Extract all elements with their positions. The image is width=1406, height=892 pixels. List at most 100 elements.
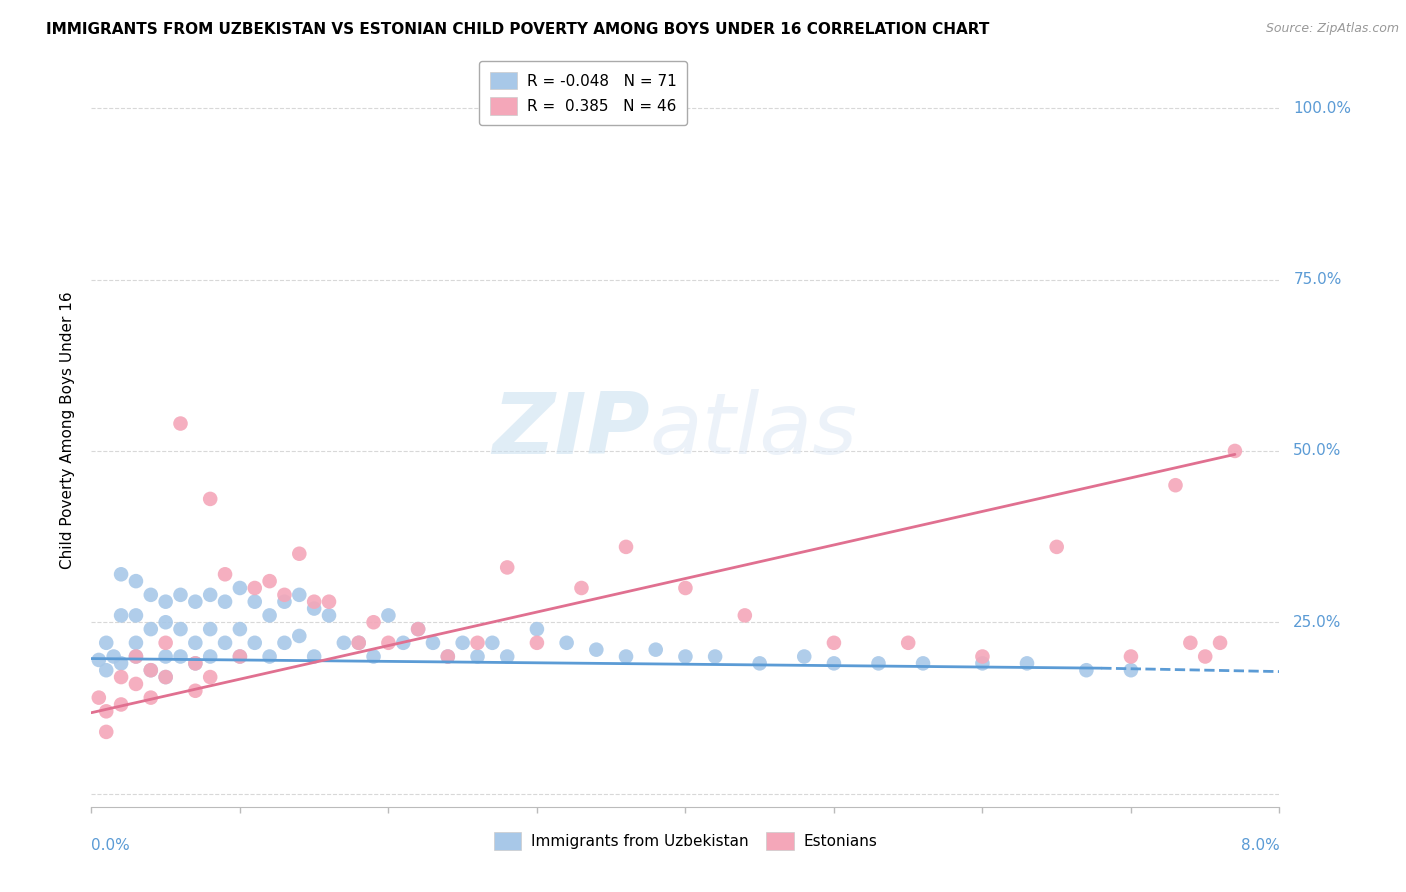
Point <box>259 608 281 623</box>
Point <box>184 595 207 609</box>
Point <box>96 724 118 739</box>
Point <box>243 636 266 650</box>
Point <box>614 540 637 554</box>
Point <box>496 560 519 574</box>
Point <box>273 595 295 609</box>
Point <box>87 653 110 667</box>
Point <box>748 657 770 671</box>
Point <box>200 670 222 684</box>
Text: 0.0%: 0.0% <box>91 838 131 853</box>
Point <box>214 595 236 609</box>
Point <box>155 595 177 609</box>
Point <box>184 657 207 671</box>
Point <box>155 649 177 664</box>
Text: IMMIGRANTS FROM UZBEKISTAN VS ESTONIAN CHILD POVERTY AMONG BOYS UNDER 16 CORRELA: IMMIGRANTS FROM UZBEKISTAN VS ESTONIAN C… <box>46 22 990 37</box>
Point <box>110 567 132 582</box>
Point <box>155 670 177 684</box>
Point <box>125 649 148 664</box>
Point <box>110 657 132 671</box>
Point <box>1119 649 1142 664</box>
Point <box>200 622 222 636</box>
Point <box>363 649 385 664</box>
Point <box>125 608 148 623</box>
Point <box>125 649 148 664</box>
Point <box>155 615 177 630</box>
Point <box>169 649 191 664</box>
Point <box>229 581 252 595</box>
Point <box>139 622 162 636</box>
Text: 75.0%: 75.0% <box>1294 272 1341 287</box>
Text: 100.0%: 100.0% <box>1294 101 1351 116</box>
Point <box>243 581 266 595</box>
Point <box>911 657 934 671</box>
Text: ZIP: ZIP <box>492 389 650 472</box>
Point <box>318 608 340 623</box>
Point <box>139 690 162 705</box>
Point <box>125 636 148 650</box>
Point <box>673 649 696 664</box>
Point <box>139 663 162 677</box>
Y-axis label: Child Poverty Among Boys Under 16: Child Poverty Among Boys Under 16 <box>60 292 76 569</box>
Text: 8.0%: 8.0% <box>1240 838 1279 853</box>
Point <box>273 588 295 602</box>
Point <box>481 636 503 650</box>
Point <box>200 491 222 506</box>
Point <box>288 547 311 561</box>
Point <box>823 636 845 650</box>
Legend: Immigrants from Uzbekistan, Estonians: Immigrants from Uzbekistan, Estonians <box>488 826 883 856</box>
Text: Source: ZipAtlas.com: Source: ZipAtlas.com <box>1265 22 1399 36</box>
Point <box>377 636 399 650</box>
Point <box>823 657 845 671</box>
Point <box>214 636 236 650</box>
Point <box>110 670 132 684</box>
Point <box>1076 663 1098 677</box>
Point <box>155 670 177 684</box>
Point <box>184 657 207 671</box>
Point <box>125 677 148 691</box>
Point <box>451 636 474 650</box>
Point <box>259 649 281 664</box>
Point <box>406 622 429 636</box>
Point <box>169 622 191 636</box>
Point <box>103 649 125 664</box>
Point <box>110 608 132 623</box>
Point <box>155 636 177 650</box>
Point <box>288 588 311 602</box>
Point <box>96 663 118 677</box>
Point <box>734 608 756 623</box>
Point <box>273 636 295 650</box>
Point <box>363 615 385 630</box>
Point <box>125 574 148 589</box>
Point <box>1194 649 1216 664</box>
Point <box>436 649 458 664</box>
Point <box>972 657 994 671</box>
Point <box>200 649 222 664</box>
Point <box>392 636 415 650</box>
Point <box>496 649 519 664</box>
Point <box>347 636 370 650</box>
Point <box>436 649 458 664</box>
Point <box>526 636 548 650</box>
Point <box>467 649 489 664</box>
Point <box>139 663 162 677</box>
Point <box>169 588 191 602</box>
Point <box>467 636 489 650</box>
Point <box>87 690 110 705</box>
Point <box>897 636 920 650</box>
Point <box>302 595 325 609</box>
Point <box>302 601 325 615</box>
Point <box>139 588 162 602</box>
Point <box>347 636 370 650</box>
Point <box>110 698 132 712</box>
Point <box>96 704 118 718</box>
Point <box>229 649 252 664</box>
Point <box>302 649 325 664</box>
Point <box>200 588 222 602</box>
Point <box>1209 636 1232 650</box>
Point <box>406 622 429 636</box>
Point <box>1046 540 1069 554</box>
Point <box>673 581 696 595</box>
Point <box>96 636 118 650</box>
Point <box>614 649 637 664</box>
Point <box>555 636 578 650</box>
